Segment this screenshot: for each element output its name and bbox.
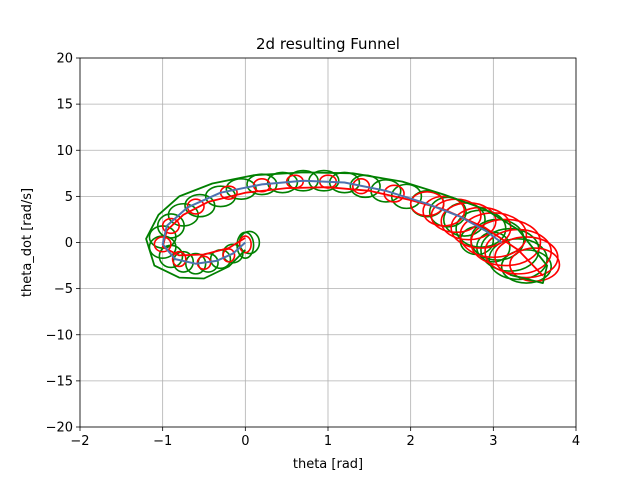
funnel-ellipse-inner xyxy=(352,178,371,195)
nominal-trajectory-line xyxy=(161,179,503,265)
funnel-ellipse-inner xyxy=(470,218,542,267)
plot-layer xyxy=(145,169,561,285)
x-axis: −2 −1 0 1 2 3 4 xyxy=(70,427,580,449)
chart-title: 2d resulting Funnel xyxy=(256,35,400,53)
y-tick-label: −15 xyxy=(46,374,73,389)
y-tick-label: −5 xyxy=(54,282,73,297)
y-tick-label: −20 xyxy=(46,421,73,436)
funnel-ellipse-inner xyxy=(171,250,187,268)
funnel-boundary-outer xyxy=(145,171,548,285)
y-axis: −20 −15 −10 −5 0 5 10 15 20 xyxy=(46,52,80,436)
funnel-ellipse-inner xyxy=(409,190,445,217)
x-tick-label: −1 xyxy=(153,434,172,449)
funnel-ellipse-outer xyxy=(266,171,299,194)
y-tick-label: 15 xyxy=(56,98,73,113)
funnel-ellipse-outer xyxy=(500,249,553,284)
funnel-ellipse-inner xyxy=(459,212,528,259)
funnel-ellipse-inner xyxy=(161,217,181,235)
x-tick-label: 4 xyxy=(572,434,580,449)
funnel-ellipse-outer xyxy=(488,238,548,281)
y-tick-label: 5 xyxy=(65,190,73,205)
funnel-ellipse-outer xyxy=(185,252,207,275)
y-tick-label: 10 xyxy=(56,144,73,159)
funnel-ellipse-outer xyxy=(167,202,200,227)
funnel-ellipse-inner xyxy=(153,236,172,253)
y-tick-label: 0 xyxy=(65,236,73,251)
x-tick-label: −2 xyxy=(70,434,89,449)
y-tick-label: 20 xyxy=(56,52,73,67)
x-tick-label: 3 xyxy=(489,434,497,449)
x-tick-label: 1 xyxy=(324,434,332,449)
y-axis-label: theta_dot [rad/s] xyxy=(20,188,35,297)
x-tick-label: 2 xyxy=(407,434,415,449)
x-axis-label: theta [rad] xyxy=(293,457,363,472)
funnel-ellipse-inner xyxy=(238,235,252,254)
funnel-ellipse-inner xyxy=(222,248,236,263)
x-tick-label: 0 xyxy=(241,434,249,449)
y-tick-label: −10 xyxy=(46,328,73,343)
